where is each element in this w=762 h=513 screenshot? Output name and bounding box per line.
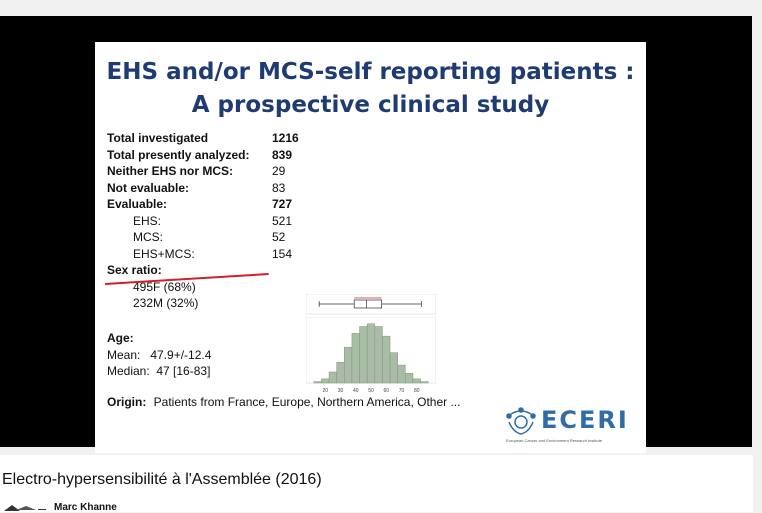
histogram-bar [336, 362, 345, 384]
age-boxplot [306, 294, 436, 315]
x-tick-label: 50 [368, 388, 374, 394]
sub-stat-label: EHS+MCS: [133, 246, 195, 261]
slide-title-line1: EHS and/or MCS-self reporting patients : [106, 59, 635, 85]
boxplot-box [353, 299, 383, 309]
stat-value: 83 [272, 180, 286, 195]
eceri-logo-text: ECERI [541, 406, 629, 434]
x-tick-label: 60 [383, 388, 389, 394]
stat-label: Neither EHS nor MCS: [107, 164, 234, 178]
age-median: Median: 47 [16-83] [107, 364, 211, 378]
eceri-logo-subtitle: European Cancer and Environment Research… [506, 438, 603, 443]
boxplot-frame [306, 294, 436, 315]
stat-label: Not evaluable: [107, 180, 190, 195]
histogram-bar [397, 364, 406, 384]
sub-stat-label: MCS: [133, 230, 163, 244]
histogram-bar [412, 378, 421, 384]
stat-value: 839 [272, 147, 293, 162]
stat-label: Evaluable: [107, 197, 168, 211]
channel-avatar-icon[interactable] [2, 502, 46, 512]
eceri-logo: ECERI European Cancer and Environment Re… [501, 404, 641, 449]
histogram-bar [420, 381, 429, 384]
stat-value: 727 [272, 197, 293, 211]
sub-stat-value: 52 [272, 230, 286, 244]
video-title[interactable]: Electro-hypersensibilité à l'Assemblée (… [2, 471, 322, 488]
histogram-bar [351, 333, 360, 384]
x-tick-label: 40 [353, 388, 359, 394]
slide-title-line2: A prospective clinical study [191, 92, 550, 118]
age-label: Age: [107, 331, 134, 345]
x-tick-label: 80 [414, 388, 420, 394]
stat-label: Total investigated [107, 131, 209, 145]
histogram-bar [405, 373, 414, 384]
origin-text: Patients from France, Europe, Northern A… [153, 395, 461, 409]
stat-value: 1216 [272, 131, 299, 145]
video-player[interactable]: EHS and/or MCS-self reporting patients :… [0, 16, 752, 453]
x-tick-label: 70 [399, 388, 405, 394]
x-tick-label: 20 [322, 388, 328, 394]
sex-ratio-label: Sex ratio: [107, 263, 162, 277]
histogram-bar [382, 335, 391, 384]
sub-stat-label: EHS: [133, 213, 162, 228]
sub-stat-value: 154 [272, 246, 293, 261]
histogram-bar [359, 326, 368, 384]
presentation-slide: EHS and/or MCS-self reporting patients :… [95, 42, 646, 453]
histogram-bar [321, 378, 330, 384]
stat-label: Total presently analyzed: [107, 147, 250, 162]
sub-stat-value: 521 [272, 213, 293, 228]
histogram-bar [344, 346, 353, 384]
sex-male: 232M (32%) [133, 296, 199, 310]
sex-female: 495F (68%) [133, 280, 196, 294]
histogram-bar [389, 352, 398, 384]
origin-row: Origin: Patients from France, Europe, No… [107, 395, 460, 409]
histogram-bar [328, 371, 337, 384]
channel-row[interactable]: Marc Khanne [0, 500, 300, 513]
histogram-bar [366, 323, 376, 384]
origin-label: Origin: [107, 395, 147, 409]
histogram-bar [313, 381, 322, 384]
eceri-emblem-icon [506, 407, 536, 435]
x-tick-label: 30 [338, 388, 344, 394]
age-mean: Mean: 47.9+/-12.4 [107, 348, 212, 362]
age-histogram: 20 30 40 50 60 70 80 [306, 317, 436, 394]
histogram-bar [374, 326, 383, 384]
channel-name[interactable]: Marc Khanne [54, 502, 117, 513]
video-info-panel [0, 455, 753, 512]
stat-value: 29 [272, 164, 286, 178]
